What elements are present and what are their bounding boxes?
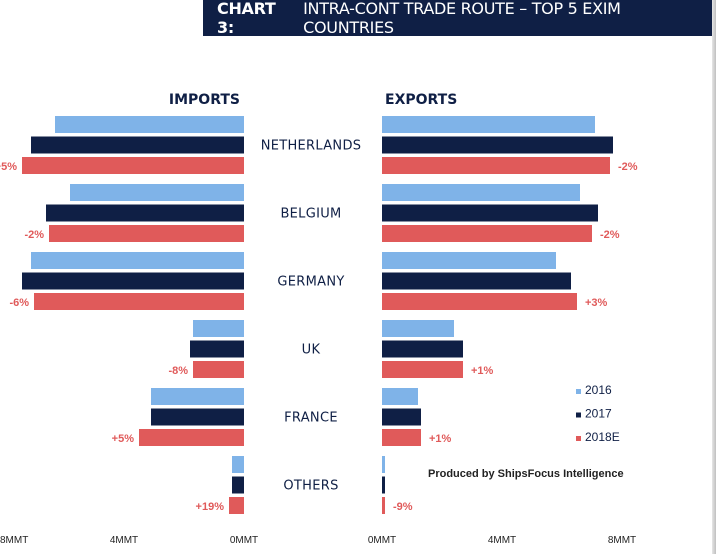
legend-swatch-2018e	[576, 436, 581, 441]
import-bar-france-2016	[151, 388, 244, 405]
chart-title: INTRA-CONT TRADE ROUTE – TOP 5 EXIM COUN…	[303, 0, 621, 37]
import-bar-netherlands-2016	[55, 116, 244, 133]
import-change-label: -6%	[9, 297, 29, 309]
export-bar-netherlands-2017	[382, 136, 613, 154]
import-bar-netherlands-2018e	[22, 157, 244, 174]
export-tick-label: 4MMT	[488, 535, 516, 546]
import-bar-belgium-2016	[70, 184, 244, 201]
export-bar-uk-2018e	[382, 361, 463, 378]
country-label: GERMANY	[277, 275, 344, 290]
ticks-layer: 8MMT 4MMT 0MMT 0MMT 4MMT 8MMT	[0, 535, 636, 546]
export-bar-netherlands-2018e	[382, 157, 610, 174]
export-change-label: +3%	[585, 297, 608, 309]
import-tick-label: 4MMT	[110, 535, 138, 546]
import-bar-belgium-2018e	[49, 225, 244, 242]
legend: 2016 2017 2018E	[576, 383, 620, 444]
import-bar-belgium-2017	[46, 204, 244, 222]
export-bar-uk-2017	[382, 340, 463, 358]
export-bar-belgium-2018e	[382, 225, 592, 242]
page-edge	[712, 0, 716, 554]
chart-title-bar: CHART 3: INTRA-CONT TRADE ROUTE – TOP 5 …	[203, 0, 713, 37]
legend-swatch-2016	[576, 389, 581, 394]
country-label: UK	[302, 343, 321, 358]
import-bar-germany-2016	[31, 252, 244, 269]
import-bar-others-2016	[232, 456, 244, 473]
import-bar-germany-2018e	[34, 293, 244, 310]
import-tick-label: 8MMT	[0, 535, 28, 546]
legend-label-2016: 2016	[585, 383, 612, 397]
export-bar-belgium-2017	[382, 204, 598, 222]
import-change-label: +5%	[112, 433, 135, 445]
import-change-label: -8%	[168, 365, 188, 377]
export-tick-label: 8MMT	[608, 535, 636, 546]
export-change-label: -9%	[393, 501, 413, 513]
export-tick-label: 0MMT	[368, 535, 396, 546]
country-label: NETHERLANDS	[261, 139, 362, 154]
export-bar-france-2016	[382, 388, 418, 405]
import-bar-others-2017	[232, 476, 244, 494]
export-bar-others-2018e	[382, 497, 385, 514]
export-change-label: +1%	[471, 365, 494, 377]
export-bar-belgium-2016	[382, 184, 580, 201]
import-bar-others-2018e	[229, 497, 244, 514]
export-bar-germany-2018e	[382, 293, 577, 310]
export-bar-uk-2016	[382, 320, 454, 337]
legend-label-2018e: 2018E	[585, 430, 620, 444]
legend-label-2017: 2017	[585, 407, 612, 421]
country-label: FRANCE	[284, 411, 338, 426]
import-bar-uk-2016	[193, 320, 244, 337]
export-bar-netherlands-2016	[382, 116, 595, 133]
export-bar-germany-2016	[382, 252, 556, 269]
imports-heading: IMPORTS	[169, 92, 240, 108]
credit-text: Produced by ShipsFocus Intelligence	[428, 468, 624, 480]
legend-swatch-2017	[576, 412, 581, 418]
import-bar-germany-2017	[22, 272, 244, 290]
export-bar-france-2017	[382, 408, 421, 426]
chart-number: CHART 3:	[217, 0, 276, 37]
export-bar-germany-2017	[382, 272, 571, 290]
import-tick-label: 0MMT	[230, 535, 258, 546]
country-label: OTHERS	[283, 479, 338, 494]
exports-heading: EXPORTS	[385, 92, 457, 108]
export-bar-france-2018e	[382, 429, 421, 446]
export-change-label: -2%	[618, 161, 638, 173]
labels-layer: NETHERLANDS +5% -2% BELGIUM -2% -2% GERMANY -6%…	[0, 139, 638, 514]
import-change-label: +19%	[196, 501, 225, 513]
import-bar-france-2018e	[139, 429, 244, 446]
export-change-label: -2%	[600, 229, 620, 241]
country-label: BELGIUM	[280, 207, 341, 222]
import-bar-france-2017	[151, 408, 244, 426]
bars-layer	[22, 116, 613, 514]
import-change-label: +5%	[0, 161, 17, 173]
import-change-label: -2%	[24, 229, 44, 241]
export-change-label: +1%	[429, 433, 452, 445]
import-bar-netherlands-2017	[31, 136, 244, 154]
import-bar-uk-2018e	[193, 361, 244, 378]
import-bar-uk-2017	[190, 340, 244, 358]
export-bar-others-2016	[382, 456, 385, 473]
export-bar-others-2017	[382, 476, 385, 494]
